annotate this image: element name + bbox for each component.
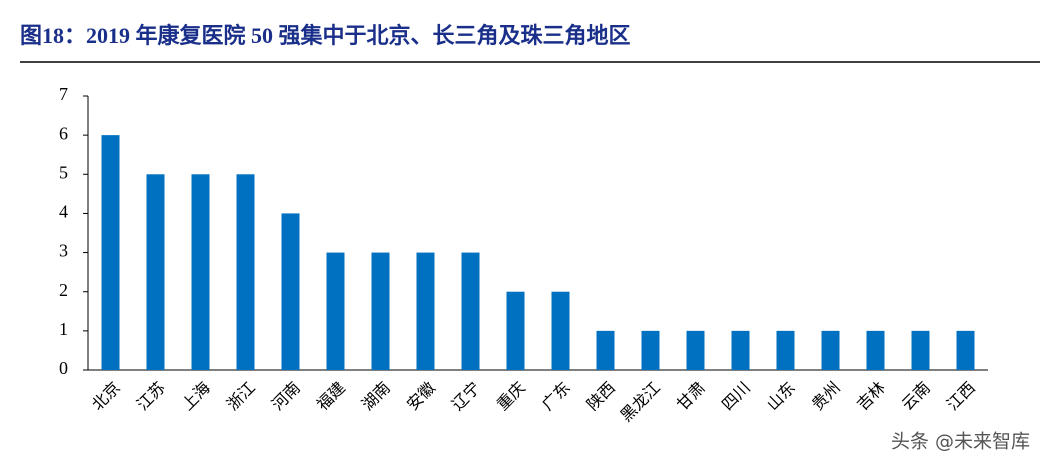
bar bbox=[551, 291, 570, 370]
bar bbox=[101, 135, 120, 370]
x-tick-label: 辽宁 bbox=[449, 379, 484, 414]
bar bbox=[686, 330, 705, 370]
x-tick-label: 甘肃 bbox=[674, 379, 709, 414]
bar bbox=[821, 330, 840, 370]
bar bbox=[191, 174, 210, 370]
y-tick-label: 3 bbox=[59, 241, 68, 261]
bar bbox=[911, 330, 930, 370]
bar bbox=[596, 330, 615, 370]
y-tick-label: 2 bbox=[59, 280, 68, 300]
x-tick-label: 河南 bbox=[269, 379, 304, 414]
bar bbox=[146, 174, 165, 370]
x-tick-label: 江苏 bbox=[134, 379, 169, 414]
x-tick-label: 云南 bbox=[899, 379, 934, 414]
y-tick-label: 5 bbox=[59, 162, 68, 182]
bar bbox=[641, 330, 660, 370]
x-tick-label: 上海 bbox=[179, 379, 214, 414]
chart-title: 图18：2019 年康复医院 50 强集中于北京、长三角及珠三角地区 bbox=[20, 23, 631, 48]
bar bbox=[866, 330, 885, 370]
x-tick-label: 吉林 bbox=[854, 379, 889, 414]
bar bbox=[236, 174, 255, 370]
bar bbox=[956, 330, 975, 370]
x-tick-label: 北京 bbox=[89, 379, 124, 414]
x-tick-label: 湖南 bbox=[359, 379, 394, 414]
bar bbox=[416, 252, 435, 370]
x-tick-label: 黑龙江 bbox=[617, 379, 664, 426]
x-tick-label: 广东 bbox=[539, 379, 574, 414]
bar bbox=[281, 213, 300, 370]
x-tick-label: 陕西 bbox=[584, 379, 619, 414]
watermark: 头条 @未来智库 bbox=[891, 431, 1030, 453]
x-tick-label: 山东 bbox=[764, 379, 799, 414]
bar bbox=[326, 252, 345, 370]
bar bbox=[506, 291, 525, 370]
x-tick-label: 安徽 bbox=[404, 379, 439, 414]
y-tick-label: 4 bbox=[59, 202, 68, 222]
x-tick-label: 福建 bbox=[314, 379, 349, 414]
bar bbox=[461, 252, 480, 370]
y-tick-label: 1 bbox=[59, 319, 68, 339]
x-tick-label: 贵州 bbox=[809, 379, 844, 414]
bar bbox=[731, 330, 750, 370]
x-tick-label: 重庆 bbox=[494, 379, 529, 414]
y-tick-label: 6 bbox=[59, 123, 68, 143]
x-tick-label: 江西 bbox=[944, 379, 979, 414]
y-tick-label: 0 bbox=[59, 358, 68, 378]
x-tick-label: 四川 bbox=[719, 379, 754, 414]
y-tick-label: 7 bbox=[59, 84, 68, 104]
x-tick-label: 浙江 bbox=[224, 379, 259, 414]
bar bbox=[776, 330, 795, 370]
bar bbox=[371, 252, 390, 370]
